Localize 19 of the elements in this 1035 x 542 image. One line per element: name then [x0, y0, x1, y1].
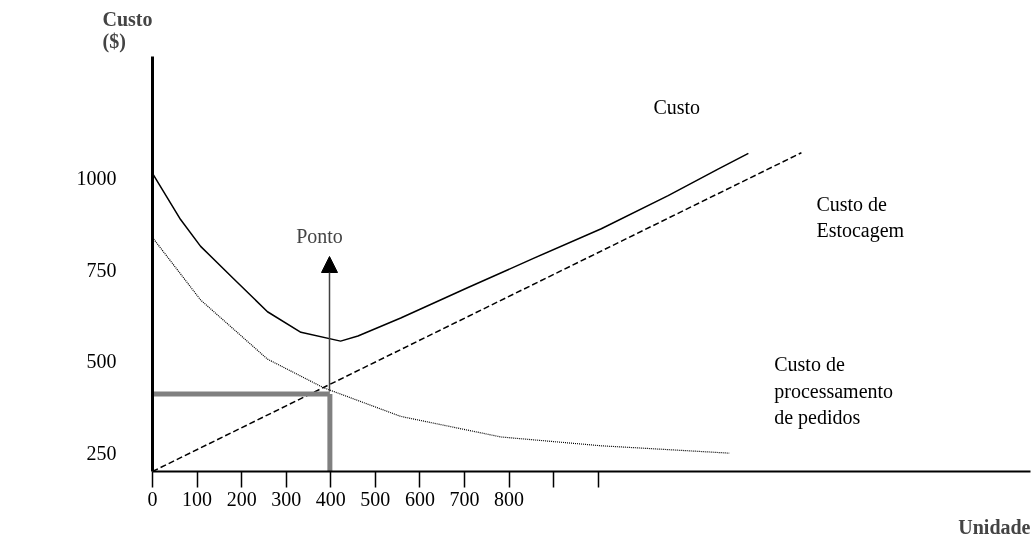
y-tick-label: 1000	[76, 166, 117, 189]
x-tick-label: 400	[315, 487, 346, 510]
x-tick-label: 200	[226, 487, 257, 510]
x-axis-title: Unidade	[958, 515, 1031, 538]
x-tick-label: 700	[449, 487, 480, 510]
annotation: Ponto	[296, 224, 343, 247]
x-tick-label: 300	[271, 487, 302, 510]
y-tick-label: 250	[86, 442, 117, 465]
text: Custo	[653, 96, 701, 119]
text: Custo de processamento de pedidos	[774, 353, 894, 430]
x-tick-label: 100	[182, 487, 213, 510]
y-tick-label: 750	[86, 258, 117, 281]
x-tick-label: 800	[494, 487, 525, 510]
y-axis-title: Custo ($)	[102, 7, 153, 53]
text: Custo de Estocagem	[816, 192, 905, 243]
x-tick-label: 600	[404, 487, 435, 510]
x-tick-label: 500	[360, 487, 391, 510]
y-tick-label: 500	[86, 350, 117, 373]
x-tick-label: 0	[147, 487, 158, 510]
